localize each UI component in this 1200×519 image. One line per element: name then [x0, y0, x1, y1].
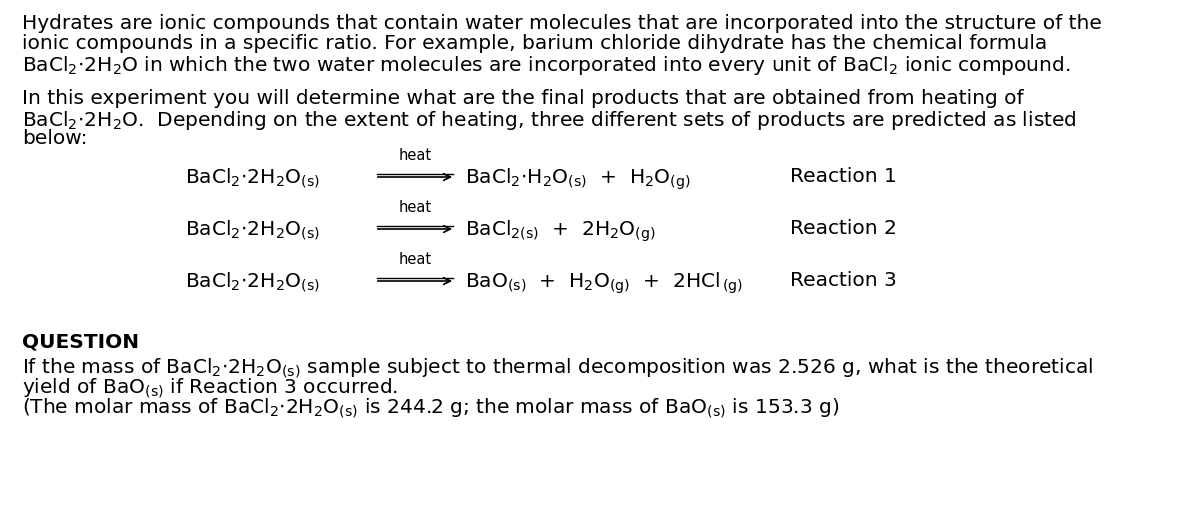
Text: heat: heat — [398, 252, 432, 267]
Text: heat: heat — [398, 148, 432, 163]
Text: Reaction 3: Reaction 3 — [790, 271, 896, 290]
Text: (The molar mass of BaCl$_2$$\cdot$2H$_2$O$_{\mathsf{(s)}}$ is 244.2 g; the molar: (The molar mass of BaCl$_2$$\cdot$2H$_2$… — [22, 397, 839, 420]
Text: BaO$_{\mathsf{(s)}}$  +  H$_2$O$_{\mathsf{(g)}}$  +  2HCl$_{\mathsf{\,(g)}}$: BaO$_{\mathsf{(s)}}$ + H$_2$O$_{\mathsf{… — [466, 271, 743, 296]
Text: Reaction 1: Reaction 1 — [790, 167, 896, 186]
Text: BaCl$_2$$\cdot$2H$_2$O$_{\mathsf{(s)}}$: BaCl$_2$$\cdot$2H$_2$O$_{\mathsf{(s)}}$ — [185, 271, 319, 294]
Text: In this experiment you will determine what are the final products that are obtai: In this experiment you will determine wh… — [22, 89, 1024, 108]
Text: BaCl$_{2\mathsf{(s)}}$  +  2H$_2$O$_{\mathsf{(g)}}$: BaCl$_{2\mathsf{(s)}}$ + 2H$_2$O$_{\math… — [466, 219, 655, 244]
Text: BaCl$_2$$\cdot$2H$_2$O in which the two water molecules are incorporated into ev: BaCl$_2$$\cdot$2H$_2$O in which the two … — [22, 54, 1070, 77]
Text: Hydrates are ionic compounds that contain water molecules that are incorporated : Hydrates are ionic compounds that contai… — [22, 14, 1102, 33]
Text: yield of BaO$_{\mathsf{(s)}}$ if Reaction 3 occurred.: yield of BaO$_{\mathsf{(s)}}$ if Reactio… — [22, 377, 398, 400]
Text: BaCl$_2$$\cdot$2H$_2$O.  Depending on the extent of heating, three different set: BaCl$_2$$\cdot$2H$_2$O. Depending on the… — [22, 109, 1076, 132]
Text: Reaction 2: Reaction 2 — [790, 219, 896, 238]
Text: ionic compounds in a specific ratio. For example, barium chloride dihydrate has : ionic compounds in a specific ratio. For… — [22, 34, 1048, 53]
Text: heat: heat — [398, 200, 432, 215]
Text: QUESTION: QUESTION — [22, 333, 139, 352]
Text: BaCl$_2$$\cdot$H$_2$O$_{\mathsf{(s)}}$  +  H$_2$O$_{\mathsf{(g)}}$: BaCl$_2$$\cdot$H$_2$O$_{\mathsf{(s)}}$ +… — [466, 167, 691, 193]
Text: If the mass of BaCl$_2$$\cdot$2H$_2$O$_{\mathsf{(s)}}$ sample subject to thermal: If the mass of BaCl$_2$$\cdot$2H$_2$O$_{… — [22, 357, 1093, 380]
Text: BaCl$_2$$\cdot$2H$_2$O$_{\mathsf{(s)}}$: BaCl$_2$$\cdot$2H$_2$O$_{\mathsf{(s)}}$ — [185, 219, 319, 242]
Text: below:: below: — [22, 129, 88, 148]
Text: BaCl$_2$$\cdot$2H$_2$O$_{\mathsf{(s)}}$: BaCl$_2$$\cdot$2H$_2$O$_{\mathsf{(s)}}$ — [185, 167, 319, 190]
